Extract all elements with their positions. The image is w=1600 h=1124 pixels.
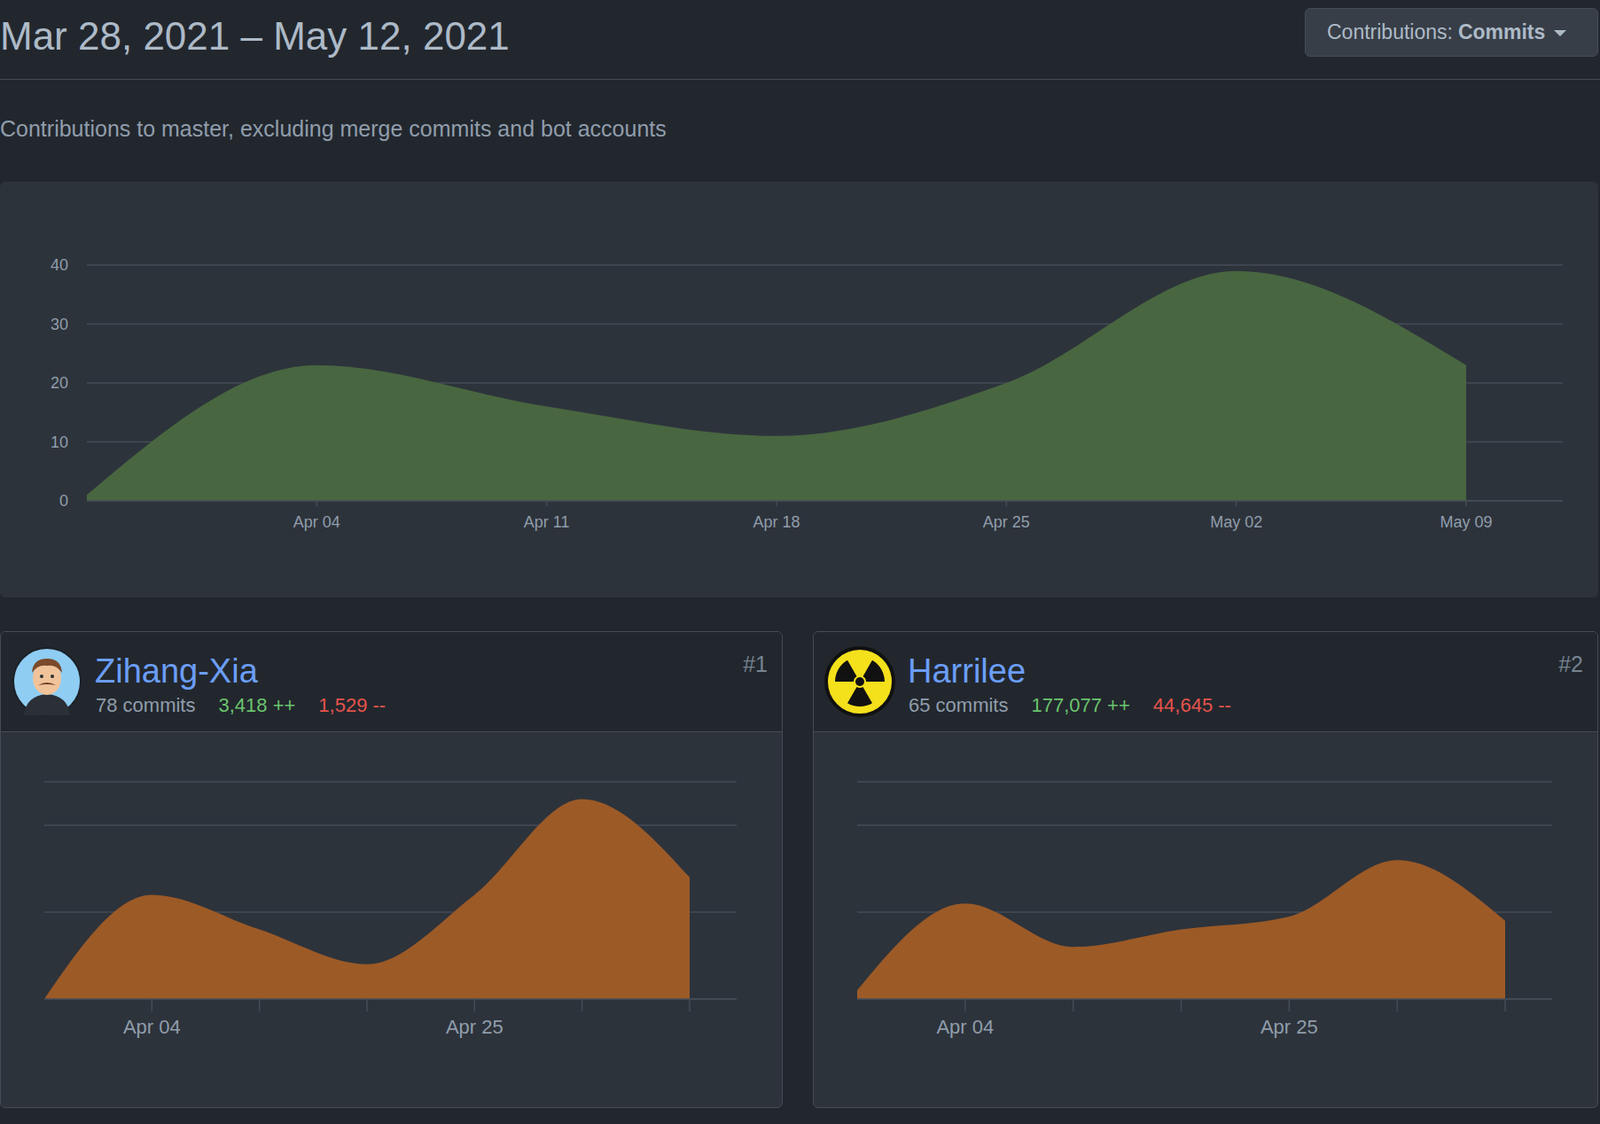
svg-text:Apr 04: Apr 04 xyxy=(936,1015,994,1039)
svg-text:May 02: May 02 xyxy=(1209,513,1263,531)
svg-text:Apr 18: Apr 18 xyxy=(752,513,800,531)
html-text:Contributions: Commits: Contributions: Commits xyxy=(1326,20,1546,44)
svg-text:0: 0 xyxy=(59,491,69,510)
html-text:#2: #2 xyxy=(1558,651,1584,677)
html-text:78 commits: 78 commits xyxy=(95,694,196,717)
html-text:3,418 ++: 3,418 ++ xyxy=(218,694,296,717)
html-text:Mar 28, 2021 – May 12, 2021: Mar 28, 2021 – May 12, 2021 xyxy=(0,14,510,58)
svg-text:40: 40 xyxy=(50,256,69,274)
svg-text:Apr 25: Apr 25 xyxy=(983,513,1031,531)
svg-text:May 09: May 09 xyxy=(1439,513,1492,531)
html-text:Contributions to master, exclu: Contributions to master, excluding merge… xyxy=(0,116,667,141)
svg-text:30: 30 xyxy=(50,315,69,334)
svg-text:Apr 04: Apr 04 xyxy=(293,513,341,531)
svg-text:10: 10 xyxy=(50,433,69,452)
svg-text:Apr 11: Apr 11 xyxy=(523,513,570,531)
svg-text:20: 20 xyxy=(50,374,69,392)
html-text:1,529 --: 1,529 -- xyxy=(318,694,386,717)
html-text:Harrilee: Harrilee xyxy=(907,652,1026,690)
svg-text:Apr 25: Apr 25 xyxy=(1260,1015,1319,1039)
svg-text:Apr 25: Apr 25 xyxy=(445,1015,504,1039)
html-text:44,645 --: 44,645 -- xyxy=(1153,694,1232,717)
html-text:65 commits: 65 commits xyxy=(908,694,1009,717)
html-text:177,077 ++: 177,077 ++ xyxy=(1031,694,1131,717)
html-text:Zihang-Xia: Zihang-Xia xyxy=(94,652,258,690)
svg-text:Apr 04: Apr 04 xyxy=(123,1015,181,1039)
html-text:#1: #1 xyxy=(743,651,768,677)
